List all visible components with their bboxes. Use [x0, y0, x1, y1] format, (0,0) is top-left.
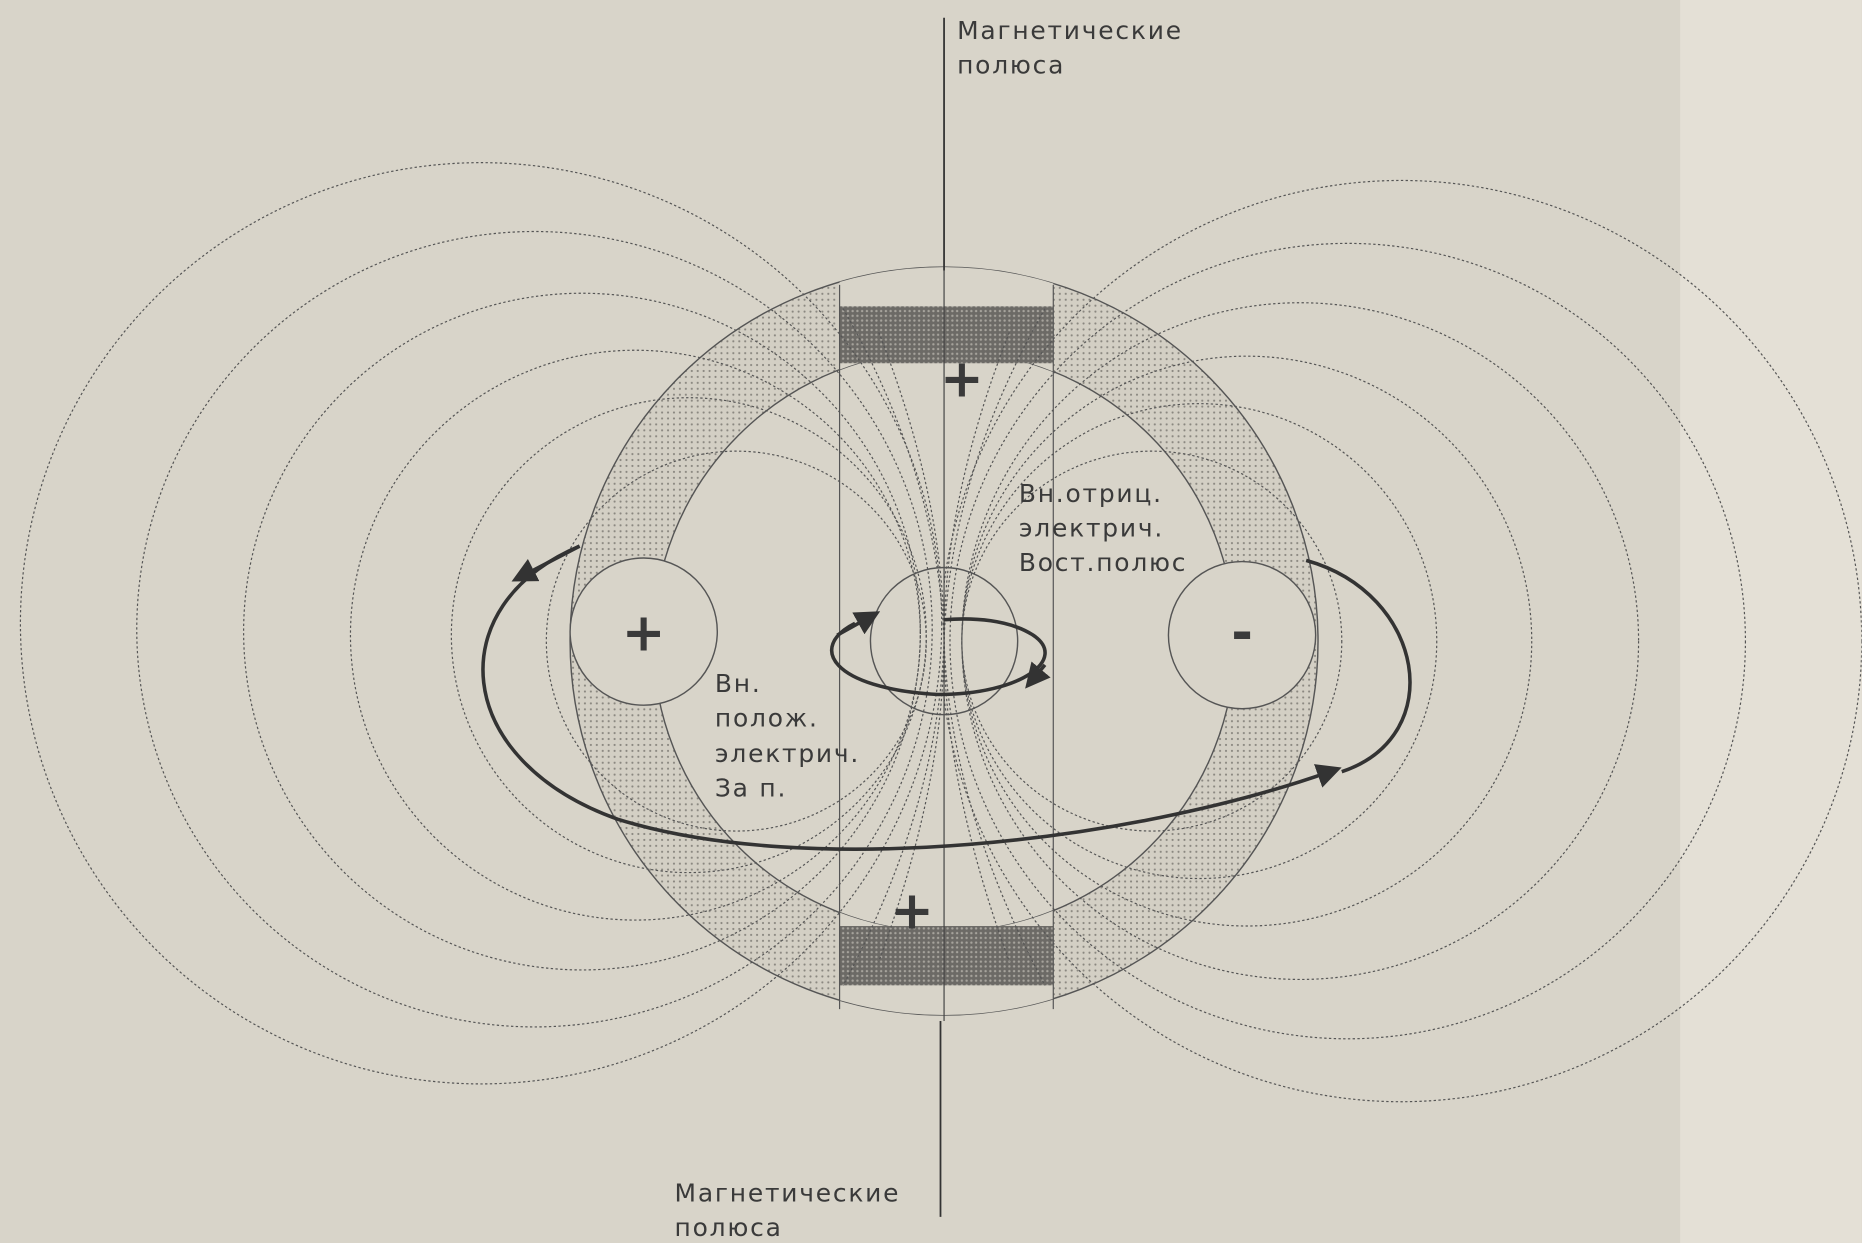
- label: За п.: [715, 774, 787, 803]
- sign: +: [940, 350, 984, 410]
- label: полюса: [957, 51, 1065, 80]
- sign: +: [622, 604, 666, 664]
- page-edge: [1680, 0, 1862, 1243]
- label: Магнетические: [675, 1178, 901, 1207]
- background: [0, 0, 1862, 1243]
- diagram: + + + - Магнетические полюса Магнетическ…: [0, 0, 1862, 1243]
- label: полюса: [675, 1213, 783, 1242]
- label: Вн.: [715, 669, 762, 698]
- page: + + + - Магнетические полюса Магнетическ…: [0, 0, 1862, 1243]
- label: Магнетические: [957, 16, 1183, 45]
- sign: -: [1231, 604, 1253, 664]
- label: электрич.: [1019, 514, 1164, 543]
- label: Вн.отриц.: [1019, 479, 1163, 508]
- label: Вост.полюс: [1019, 548, 1187, 577]
- label: электрич.: [715, 739, 860, 768]
- sign: +: [890, 881, 934, 941]
- label: полож.: [715, 704, 819, 733]
